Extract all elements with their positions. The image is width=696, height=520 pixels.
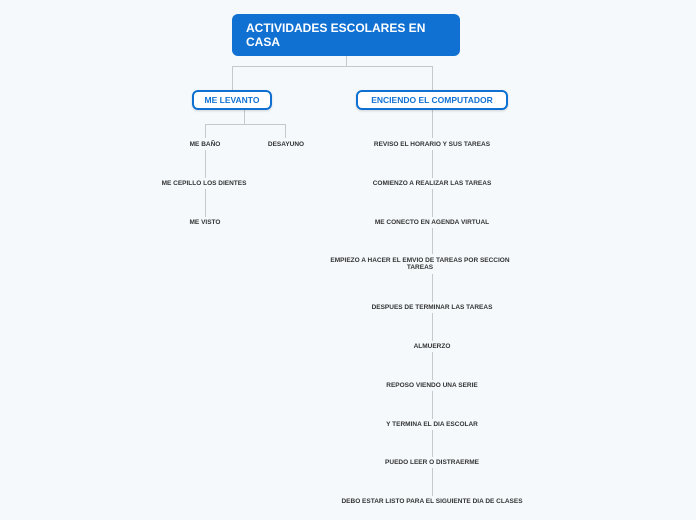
main-node-levanto[interactable]: ME LEVANTO xyxy=(192,90,272,110)
leaf-node[interactable]: ME BAÑO xyxy=(165,140,245,150)
connector xyxy=(205,124,285,125)
connector xyxy=(432,110,433,138)
leaf-node[interactable]: ME CONECTO EN AGENDA VIRTUAL xyxy=(352,218,512,228)
connector xyxy=(285,124,286,138)
leaf-node[interactable]: DESPUES DE TERMINAR LAS TAREAS xyxy=(352,303,512,313)
connector xyxy=(432,150,433,178)
connector xyxy=(432,66,433,90)
connector xyxy=(432,430,433,457)
leaf-node[interactable]: REPOSO VIENDO UNA SERIE xyxy=(362,381,502,391)
root-node[interactable]: ACTIVIDADES ESCOLARES EN CASA xyxy=(232,14,460,56)
leaf-node[interactable]: ME CEPILLO LOS DIENTES xyxy=(143,179,265,189)
connector xyxy=(244,110,245,124)
connector xyxy=(432,352,433,380)
connector xyxy=(432,391,433,419)
connector xyxy=(205,189,206,217)
connector xyxy=(205,150,206,178)
connector xyxy=(232,66,233,90)
connector xyxy=(205,124,206,138)
leaf-node[interactable]: DEBO ESTAR LISTO PARA EL SIGUIENTE DIA D… xyxy=(322,497,542,507)
connector xyxy=(232,66,432,67)
mindmap-canvas: ACTIVIDADES ESCOLARES EN CASA ME LEVANTO… xyxy=(0,0,696,520)
leaf-node[interactable]: PUEDO LEER O DISTRAERME xyxy=(362,458,502,468)
leaf-node[interactable]: EMPIEZO A HACER EL EMVIO DE TAREAS POR S… xyxy=(328,255,512,273)
leaf-node[interactable]: Y TERMINA EL DIA ESCOLAR xyxy=(362,420,502,430)
connector xyxy=(432,189,433,217)
main-node-enciendo[interactable]: ENCIENDO EL COMPUTADOR xyxy=(356,90,508,110)
leaf-node[interactable]: COMIENZO A REALIZAR LAS TAREAS xyxy=(352,179,512,189)
leaf-node[interactable]: ME VISTO xyxy=(165,218,245,228)
connector xyxy=(432,313,433,341)
leaf-node[interactable]: DESAYUNO xyxy=(246,140,326,150)
connector xyxy=(346,56,347,66)
leaf-node[interactable]: REVISO EL HORARIO Y SUS TAREAS xyxy=(352,140,512,150)
leaf-node[interactable]: ALMUERZO xyxy=(392,342,472,352)
connector xyxy=(432,228,433,254)
connector xyxy=(432,468,433,496)
connector xyxy=(432,274,433,302)
